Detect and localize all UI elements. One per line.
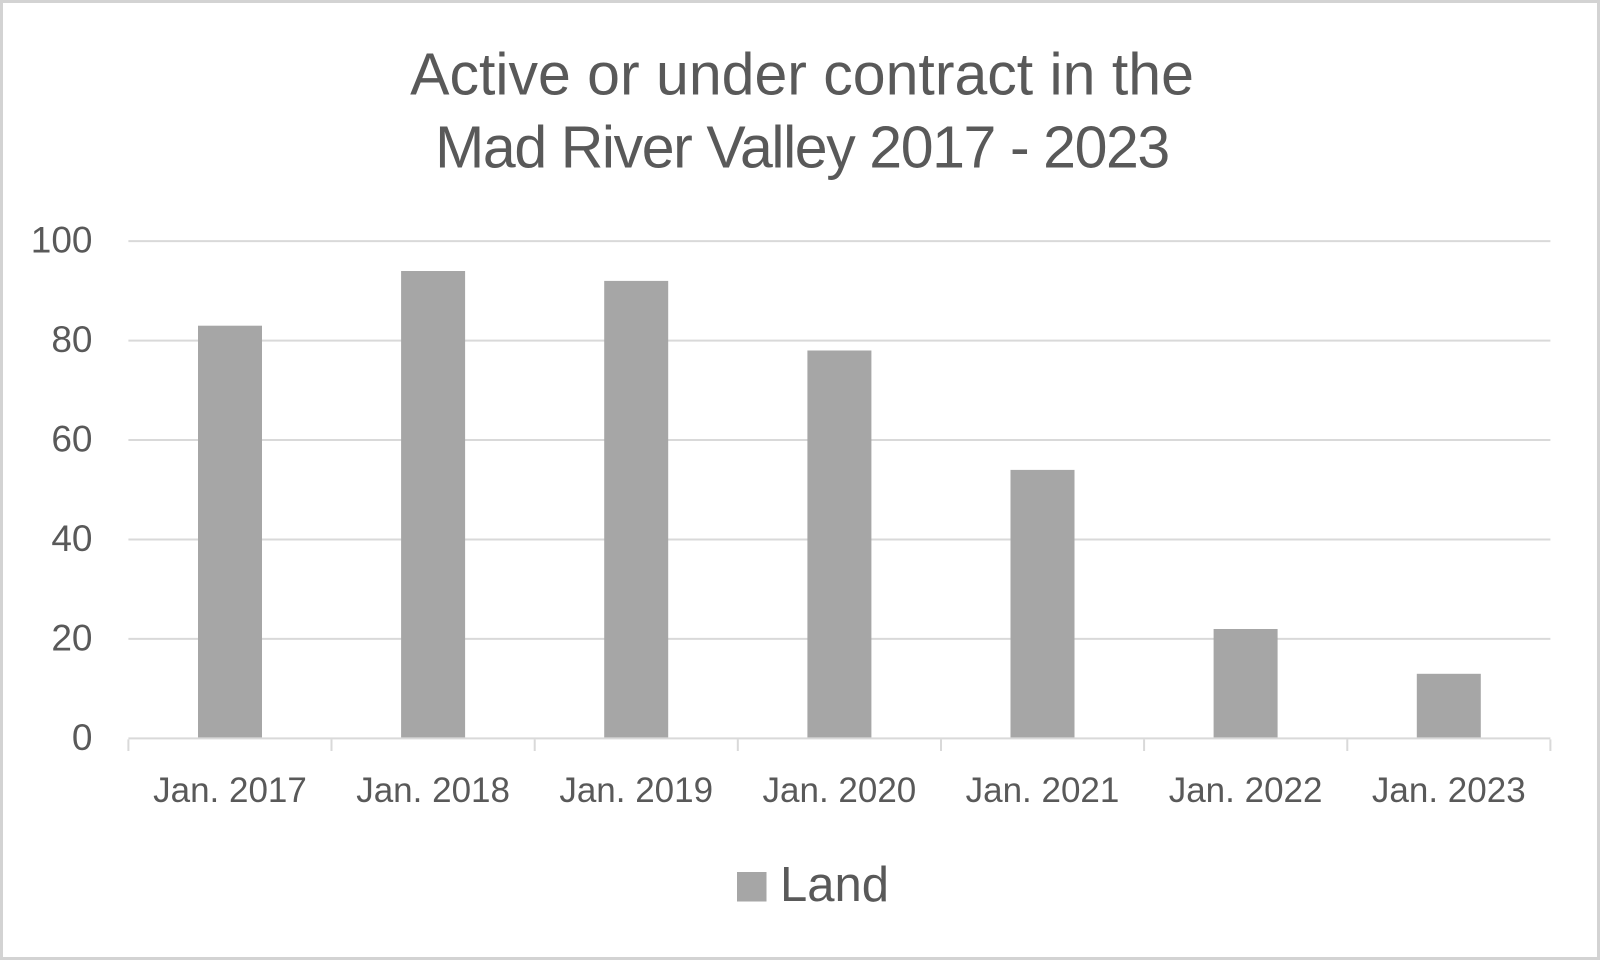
- svg-text:Jan. 2019: Jan. 2019: [559, 771, 713, 810]
- svg-text:Jan. 2017: Jan. 2017: [153, 771, 307, 810]
- svg-text:Jan. 2020: Jan. 2020: [763, 771, 917, 810]
- svg-text:Jan. 2023: Jan. 2023: [1372, 771, 1526, 810]
- svg-text:20: 20: [51, 617, 92, 658]
- svg-text:Jan. 2021: Jan. 2021: [966, 771, 1120, 810]
- svg-text:40: 40: [51, 518, 92, 559]
- svg-text:Jan. 2022: Jan. 2022: [1169, 771, 1323, 810]
- svg-text:Mad River Valley 2017 - 2023: Mad River Valley 2017 - 2023: [435, 115, 1169, 181]
- svg-text:0: 0: [72, 717, 93, 758]
- svg-text:60: 60: [51, 418, 92, 459]
- svg-text:100: 100: [31, 220, 93, 261]
- svg-text:Active or under contract in th: Active or under contract in the: [410, 42, 1194, 108]
- svg-text:80: 80: [51, 319, 92, 360]
- svg-text:Jan. 2018: Jan. 2018: [356, 771, 510, 810]
- svg-text:Land: Land: [780, 858, 889, 912]
